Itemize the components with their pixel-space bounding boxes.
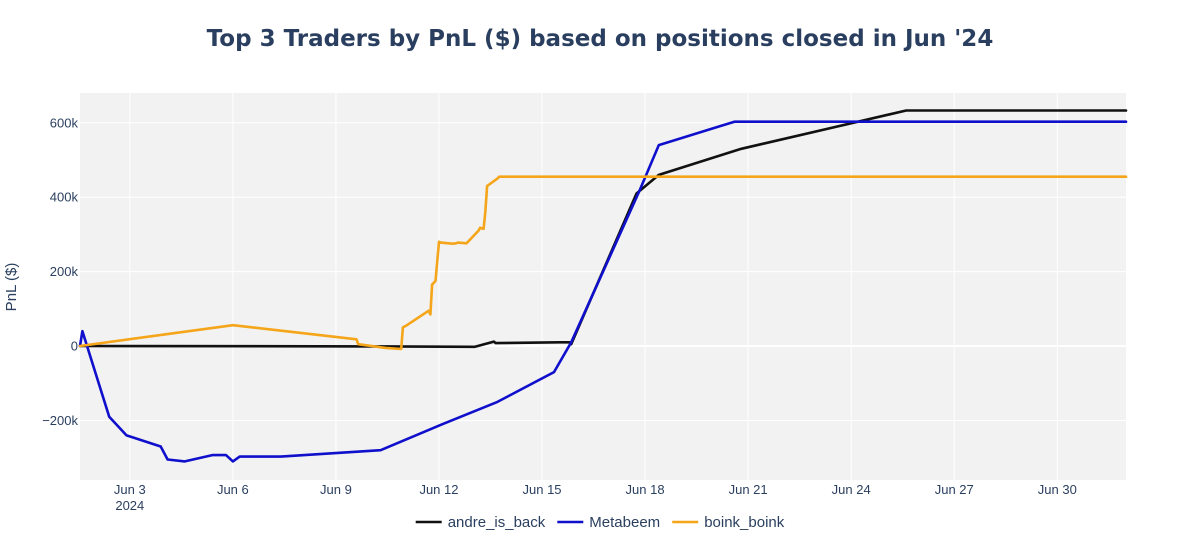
x-tick-label: Jun 24 — [832, 482, 871, 497]
legend-label: Metabeem — [589, 514, 660, 531]
y-tick-label: 200k — [50, 264, 79, 279]
y-tick-label: −200k — [42, 413, 78, 428]
x-tick-sublabel: 2024 — [115, 498, 144, 513]
legend[interactable]: andre_is_back Metabeem boink_boink — [415, 514, 785, 531]
x-tick-label: Jun 15 — [523, 482, 562, 497]
legend-label: boink_boink — [704, 514, 785, 531]
series-line-metabeem — [78, 120, 1128, 463]
x-tick-label: Jun 27 — [935, 482, 974, 497]
y-axis: −200k 0 200k 400k 600k — [42, 115, 78, 428]
series-line-boink-boink — [78, 175, 1128, 351]
series-line-andre-is-back — [78, 109, 1128, 349]
y-tick-label: 400k — [50, 190, 79, 205]
x-tick-label: Jun 18 — [626, 482, 665, 497]
legend-label: andre_is_back — [448, 514, 546, 531]
x-tick-label: Jun 21 — [729, 482, 768, 497]
y-tick-label: 600k — [50, 115, 79, 130]
series-lines — [78, 109, 1128, 463]
x-tick-label: Jun 3 — [114, 482, 146, 497]
y-tick-label: 0 — [71, 339, 78, 354]
x-tick-label: Jun 6 — [217, 482, 249, 497]
x-tick-label: Jun 12 — [419, 482, 458, 497]
legend-item-boink-boink[interactable]: boink_boink — [672, 514, 785, 531]
legend-item-andre-is-back[interactable]: andre_is_back — [415, 514, 546, 531]
plot-area — [80, 93, 1126, 480]
x-tick-label: Jun 30 — [1038, 482, 1077, 497]
legend-item-metabeem[interactable]: Metabeem — [557, 514, 660, 531]
y-axis-title: PnL ($) — [3, 263, 20, 312]
x-tick-label: Jun 9 — [320, 482, 352, 497]
chart-title: Top 3 Traders by PnL ($) based on positi… — [207, 26, 994, 52]
